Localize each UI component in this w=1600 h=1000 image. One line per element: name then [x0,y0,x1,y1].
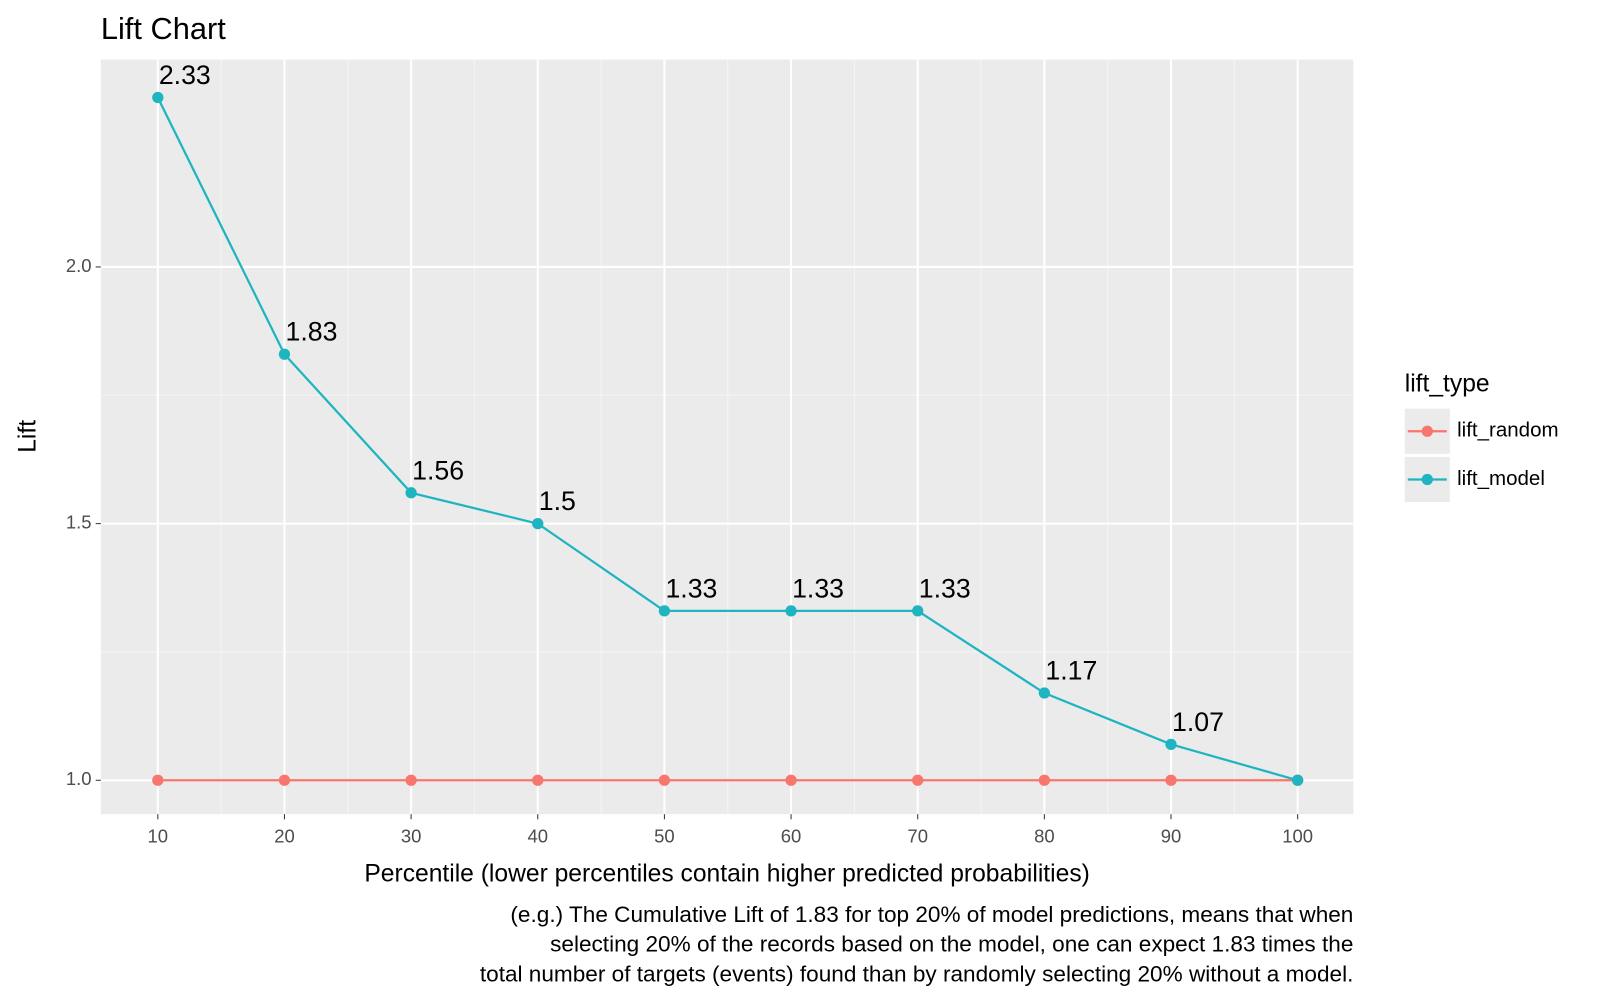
data-label: 1.07 [1172,707,1224,737]
x-tick-label: 70 [907,826,928,847]
data-point [912,774,924,786]
legend-key-point [1421,473,1433,486]
data-label: 1.56 [412,455,464,485]
legend-label: lift_random [1457,419,1558,442]
data-point [658,605,671,617]
data-point [1165,738,1177,750]
series-line [156,97,1298,782]
data-label: 1.17 [1045,656,1097,686]
data-point [785,774,797,786]
x-tick-label: 20 [274,826,295,847]
y-tick-label: 2.0 [66,255,92,276]
data-point [1165,774,1177,786]
data-label: 1.83 [285,317,337,347]
data-point [1038,774,1051,786]
data-point [1292,774,1304,786]
x-tick-label: 80 [1034,826,1055,847]
data-point [532,774,544,786]
y-tick-label: 1.0 [66,768,92,789]
caption: (e.g.) The Cumulative Lift of 1.83 for t… [510,902,1353,927]
x-tick-label: 30 [401,826,422,847]
data-point [278,348,291,360]
caption: selecting 20% of the records based on th… [550,932,1353,957]
data-point [152,91,164,104]
x-tick-label: 50 [654,826,675,847]
x-tick-label: 90 [1161,826,1182,847]
data-label: 1.5 [539,486,576,516]
data-point [405,487,417,499]
data-label: 1.33 [792,573,844,603]
data-label: 2.33 [159,60,211,90]
legend-key-point [1421,425,1433,437]
x-tick-label: 100 [1282,826,1313,847]
data-point [532,517,544,530]
data-point [658,774,671,786]
data-point [278,774,291,786]
y-axis-title: Lift [14,420,41,453]
data-label: 1.33 [665,573,717,603]
data-point [152,774,164,786]
legend-title: lift_type [1405,371,1490,398]
x-tick-label: 10 [148,826,169,847]
data-point [1038,687,1051,699]
data-label: 1.33 [919,573,971,603]
x-tick-label: 40 [527,826,548,847]
caption: total number of targets (events) found t… [480,961,1354,986]
chart-title: Lift Chart [101,11,226,46]
legend-label: lift_model [1457,467,1545,490]
x-tick-label: 60 [781,826,802,847]
data-point [785,605,797,617]
data-point [912,605,924,617]
plot-panel [100,59,1354,815]
x-axis-title: Percentile (lower percentiles contain hi… [364,860,1089,887]
data-point [405,774,417,786]
y-tick-label: 1.5 [66,511,92,532]
